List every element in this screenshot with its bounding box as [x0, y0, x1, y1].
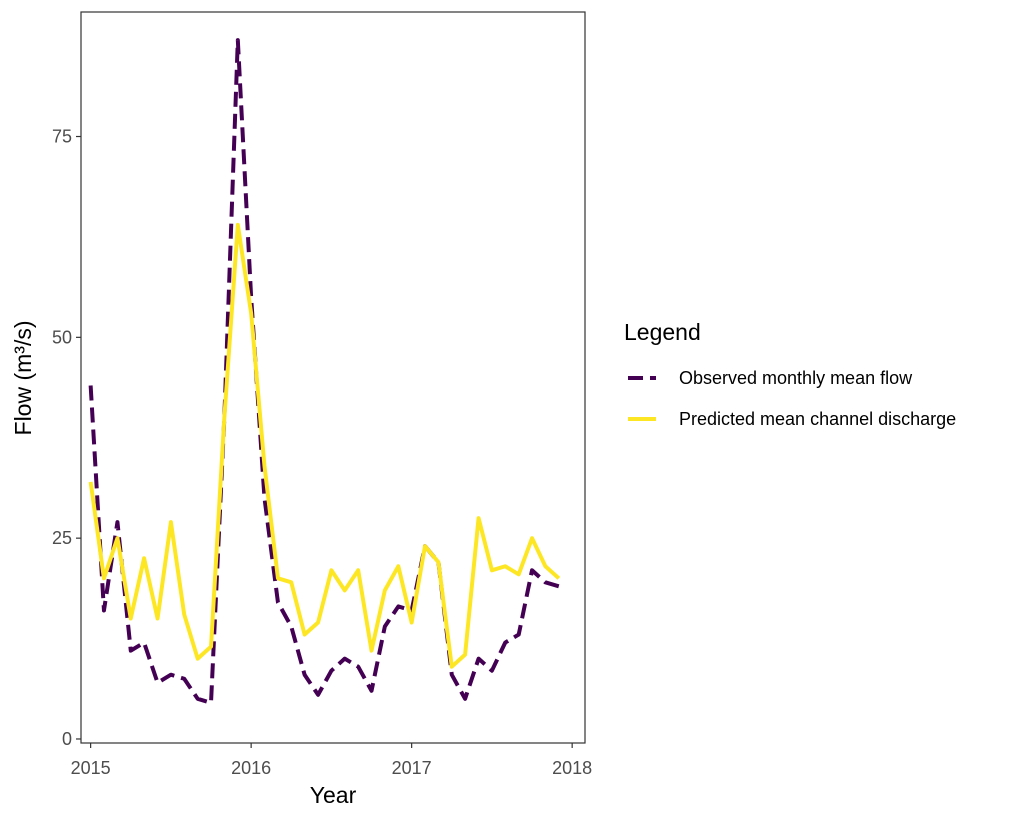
y-tick-label: 25 — [52, 528, 72, 548]
legend: Legend Observed monthly mean flow Predic… — [624, 319, 956, 429]
plot-panel-border — [80, 11, 586, 744]
x-axis: 2015 2016 2017 2018 — [71, 743, 592, 778]
x-tick-label: 2016 — [231, 758, 271, 778]
series-line-predicted-mean-channel-discharge — [88, 222, 561, 669]
plot-background — [81, 12, 585, 743]
y-tick-label: 50 — [52, 327, 72, 347]
series-lines — [88, 38, 561, 705]
y-axis-title: Flow (m³/s) — [10, 321, 36, 436]
x-tick-label: 2018 — [552, 758, 592, 778]
legend-label-predicted: Predicted mean channel discharge — [679, 409, 956, 429]
x-axis-title: Year — [310, 782, 357, 808]
series-line-observed-monthly-mean-flow — [88, 38, 560, 705]
y-tick-label: 0 — [62, 729, 72, 749]
x-tick-label: 2017 — [392, 758, 432, 778]
x-tick-label: 2015 — [71, 758, 111, 778]
legend-title: Legend — [624, 319, 701, 345]
y-tick-label: 75 — [52, 127, 72, 147]
legend-label-observed: Observed monthly mean flow — [679, 368, 913, 388]
y-axis: 0 25 50 75 — [52, 127, 81, 749]
